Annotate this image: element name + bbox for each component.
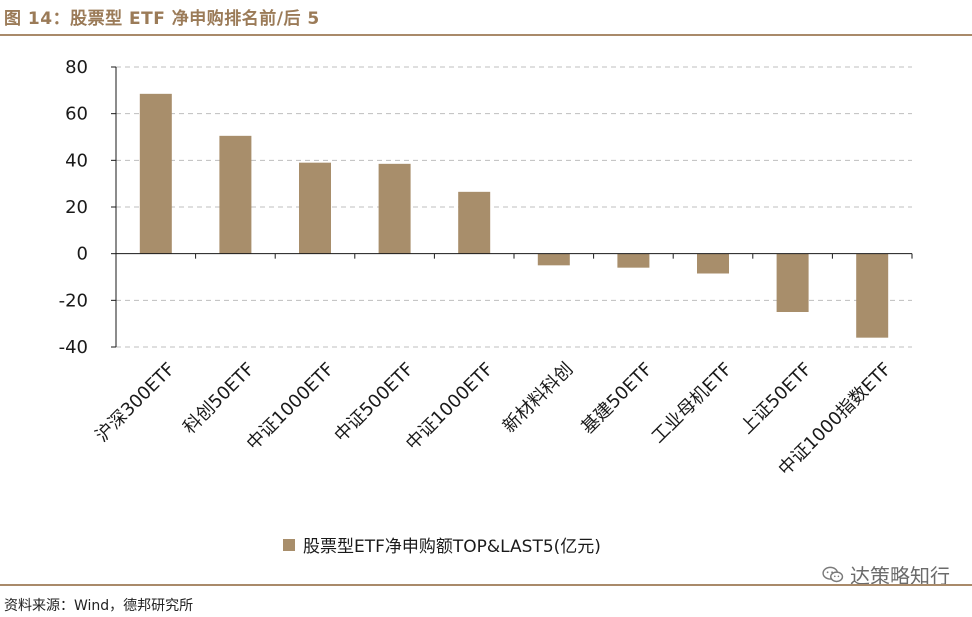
bottom-rule [0,584,972,586]
y-tick-label: 0 [77,244,88,265]
y-tick-label: 60 [65,104,88,125]
x-tick-label: 基建50ETF [577,359,657,439]
source-note: 资料来源：Wind，德邦研究所 [4,598,194,614]
bar [378,163,411,254]
y-tick-label: 40 [65,150,88,171]
x-tick-label: 中证500ETF [330,359,418,447]
bar [697,253,729,274]
bar [299,162,331,254]
x-tick-label: 沪深300ETF [92,359,180,447]
wechat-icon [822,566,844,582]
legend-label: 股票型ETF净申购额TOP&LAST5(亿元) [303,537,601,557]
bar [458,191,491,254]
x-tick-label: 工业母机ETF [648,359,737,448]
x-tick-label: 科创50ETF [179,359,259,439]
legend-swatch [283,538,295,551]
x-tick-label: 上证50ETF [736,359,816,439]
bar [219,135,252,254]
bar [856,253,889,338]
figure-title: 图 14：股票型 ETF 净申购排名前/后 5 [4,9,320,29]
y-tick-label: 80 [65,57,88,78]
y-tick-label: -20 [59,290,88,311]
top-rule [0,34,972,36]
bar [617,253,650,268]
y-tick-label: 20 [65,197,88,218]
bar [139,93,172,254]
bar [537,253,570,266]
x-tick-label: 新材料科创 [499,359,577,437]
bar [776,253,809,312]
chart-legend: 股票型ETF净申购额TOP&LAST5(亿元) [283,532,601,557]
y-tick-label: -40 [59,337,88,358]
